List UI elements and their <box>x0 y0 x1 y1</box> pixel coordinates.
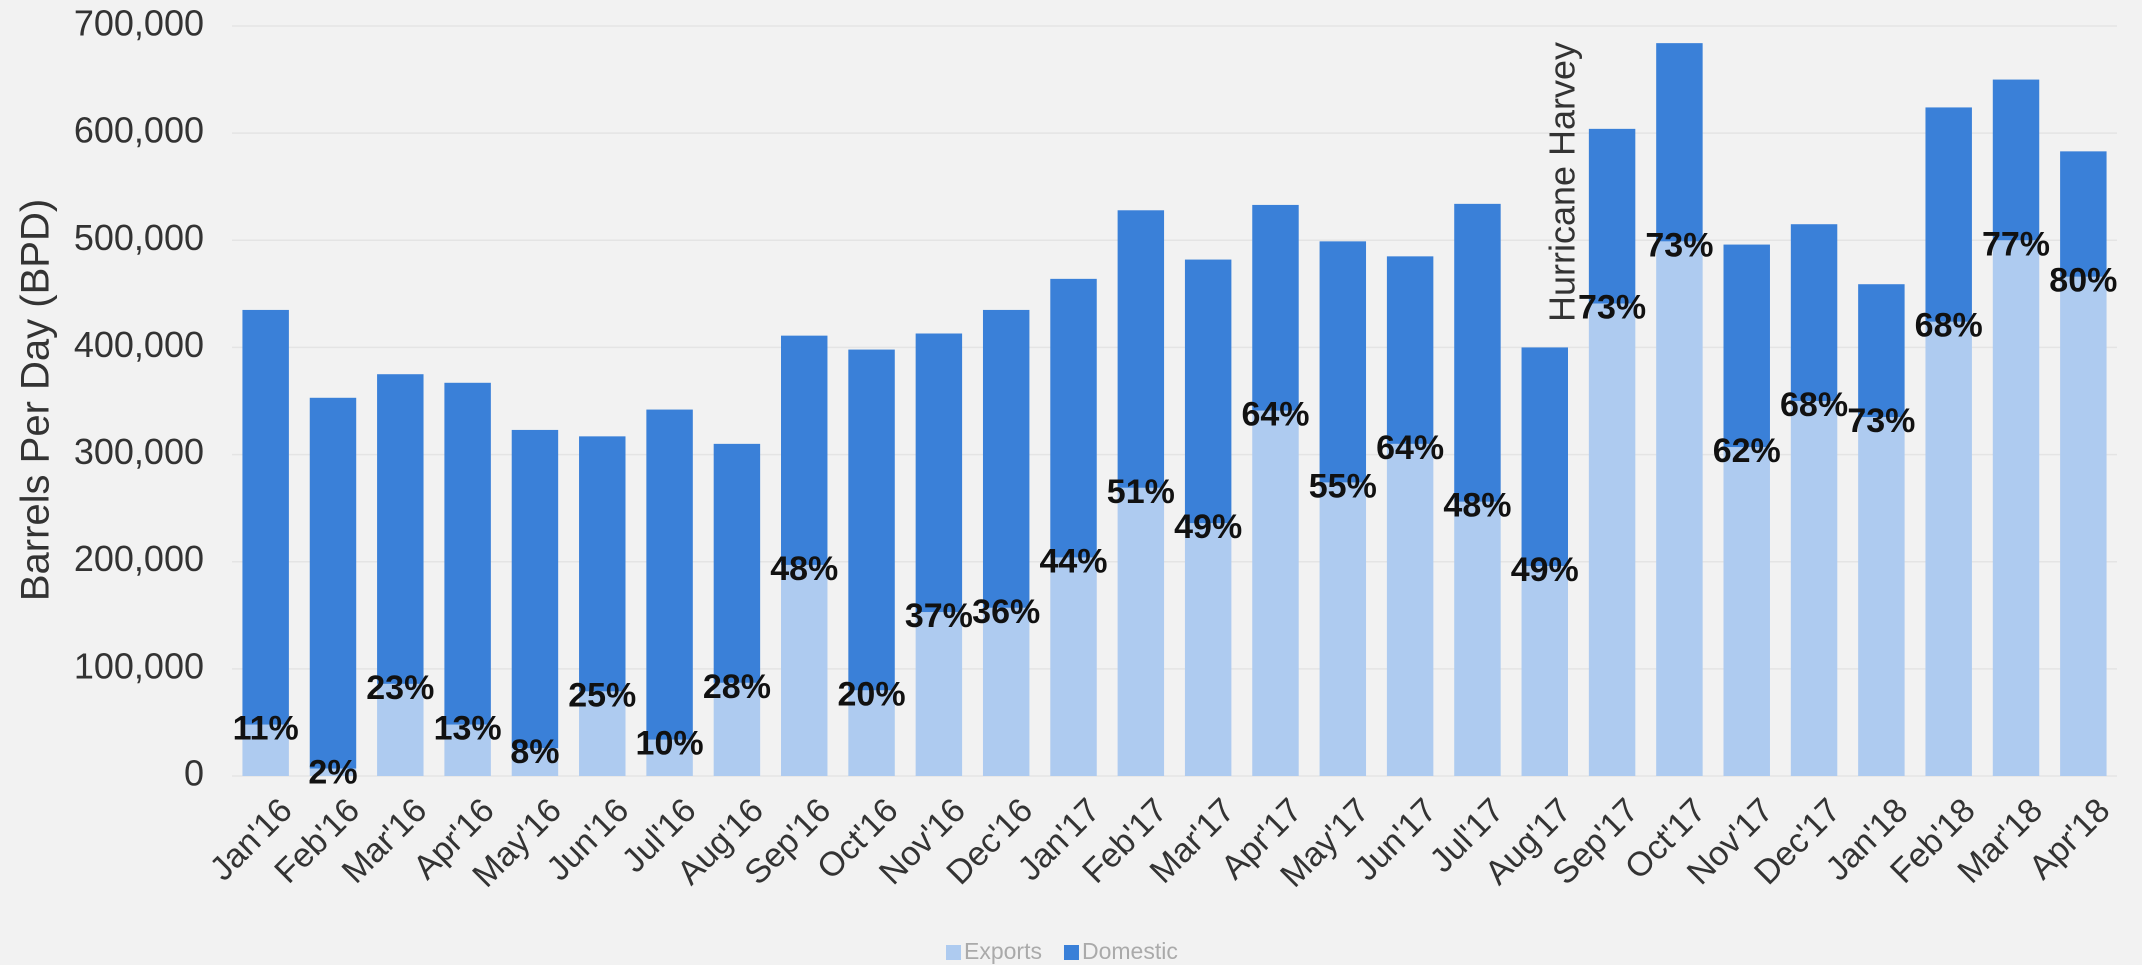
bar-segment <box>1588 303 1636 776</box>
bar-segment <box>377 374 424 684</box>
y-axis-title: Barrels Per Day (BPD) <box>14 199 58 601</box>
share-label: 44% <box>1039 542 1107 580</box>
bar-segment <box>982 607 1030 776</box>
legend-swatch <box>946 945 961 960</box>
share-label: 36% <box>972 593 1040 631</box>
share-label: 28% <box>703 668 771 706</box>
share-label: 64% <box>1241 396 1309 434</box>
bar-segment <box>309 397 357 769</box>
bar-segment <box>1454 203 1501 502</box>
y-tick-label: 700,000 <box>74 3 204 44</box>
bar-segment <box>1386 443 1434 776</box>
bar-segment <box>646 409 693 740</box>
bar-segment <box>242 724 289 776</box>
bar-segment <box>1858 284 1905 418</box>
bar-segment <box>377 683 424 776</box>
bar-segment <box>915 333 963 613</box>
bar-segment <box>1723 244 1770 448</box>
share-label: 37% <box>905 597 973 635</box>
bar-segment <box>1319 241 1367 483</box>
bar-segment <box>1050 278 1097 558</box>
share-label: 73% <box>1847 402 1915 440</box>
bar-segment <box>713 443 761 683</box>
bar-segment <box>1117 210 1165 488</box>
bar-segment <box>1386 256 1434 444</box>
share-label: 20% <box>838 675 906 713</box>
bar-segment <box>781 564 828 776</box>
y-tick-label: 300,000 <box>74 431 204 472</box>
bar-segment <box>1454 501 1501 776</box>
bar-segment <box>1252 204 1299 411</box>
bar-segment <box>713 682 761 776</box>
bar-segment <box>982 309 1030 608</box>
bar-segment <box>1790 401 1838 776</box>
bar-segment <box>1184 523 1232 776</box>
share-label: 11% <box>233 710 299 748</box>
bar-segment <box>1925 321 1972 776</box>
bar-segment <box>1992 79 2040 241</box>
bar-segment <box>2060 151 2107 277</box>
share-label: 80% <box>2049 262 2117 300</box>
share-label: 2% <box>308 753 357 791</box>
bar-segment <box>1992 240 2040 777</box>
bar-segment <box>2060 276 2107 776</box>
share-label: 51% <box>1107 473 1175 511</box>
bar-segment <box>1858 417 1905 776</box>
share-label: 73% <box>1578 288 1646 326</box>
share-label: 49% <box>1511 551 1579 589</box>
bar-segment <box>1656 241 1703 776</box>
share-label: 68% <box>1915 307 1983 345</box>
bar-segment <box>646 739 693 776</box>
legend-label: Exports <box>964 938 1042 964</box>
bar-segment <box>1521 566 1568 776</box>
bar-segment <box>579 436 626 692</box>
share-label: 73% <box>1645 226 1713 264</box>
bar-segment <box>444 382 491 725</box>
legend-label: Domestic <box>1082 938 1178 964</box>
bar-segment <box>242 309 289 725</box>
share-label: 68% <box>1780 386 1848 424</box>
bar-segment <box>444 724 491 776</box>
bar-segment <box>1925 107 1972 322</box>
bar-segment <box>1184 259 1232 524</box>
y-tick-label: 0 <box>184 753 204 794</box>
share-label: 77% <box>1982 225 2050 263</box>
y-tick-label: 400,000 <box>74 324 204 365</box>
y-tick-label: 500,000 <box>74 217 204 258</box>
bar-segment <box>1588 128 1636 304</box>
bar-segment <box>511 748 559 776</box>
bar-segment <box>511 429 559 749</box>
y-tick-label: 100,000 <box>74 645 204 686</box>
share-label: 55% <box>1309 467 1377 505</box>
bar-segment <box>848 349 895 691</box>
bar-segment <box>1319 482 1367 776</box>
bar-segment <box>1050 557 1097 776</box>
share-label: 13% <box>434 710 502 748</box>
bar-segment <box>1252 410 1299 776</box>
share-label: 8% <box>510 733 559 771</box>
share-label: 64% <box>1376 429 1444 467</box>
share-label: 25% <box>568 676 636 714</box>
share-label: 62% <box>1713 432 1781 470</box>
share-label: 48% <box>770 550 838 588</box>
bar-segment <box>1521 347 1568 566</box>
share-label: 49% <box>1174 508 1242 546</box>
annotation: Hurricane Harvey <box>1541 42 1582 322</box>
share-label: 10% <box>636 725 704 763</box>
share-label: 48% <box>1443 487 1511 525</box>
bar-segment <box>1656 43 1703 242</box>
bar-segment <box>1723 447 1770 776</box>
y-tick-label: 200,000 <box>74 538 204 579</box>
bar-segment <box>848 690 895 776</box>
legend-swatch <box>1063 945 1079 960</box>
bar-segment <box>309 768 357 776</box>
bar-segment <box>1117 487 1165 776</box>
bar-segment <box>579 691 626 776</box>
bar-segment <box>1790 224 1838 401</box>
bar-segment <box>781 335 828 565</box>
share-label: 23% <box>366 669 434 707</box>
y-tick-label: 600,000 <box>74 110 204 151</box>
bar-segment <box>915 612 963 776</box>
